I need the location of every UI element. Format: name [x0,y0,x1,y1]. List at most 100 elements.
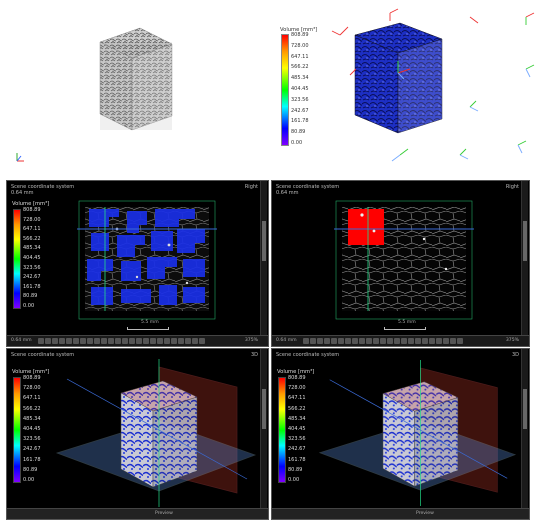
tool-icon[interactable] [490,518,496,519]
colorbar-ticks: 808.89 728.00 647.11 566.22 485.34 404.4… [288,375,306,483]
tool-icon[interactable] [164,338,170,344]
tool-icon[interactable] [185,338,191,344]
tool-icon[interactable] [415,338,421,344]
tool-icon[interactable] [401,338,407,344]
viewer-panel-3d-right[interactable]: Scene coordinate system 3D Volume [mm³] … [271,348,530,520]
tool-icon[interactable] [380,338,386,344]
scrollbar-thumb[interactable] [523,221,527,261]
top-colorbar [281,34,289,146]
tool-icon[interactable] [450,338,456,344]
tool-icon[interactable] [38,338,44,344]
tool-icon[interactable] [422,338,428,344]
3d-cube-view[interactable] [310,359,522,507]
preview-label: Preview [155,511,173,516]
tool-icon[interactable] [429,338,435,344]
scale-bar [384,327,426,330]
viewer-panel-3d-left[interactable]: Scene coordinate system 3D Volume [mm³] … [6,348,269,520]
tool-icon[interactable] [243,518,249,519]
tool-icon[interactable] [324,338,330,344]
viewer-panel-slice-volume[interactable]: Scene coordinate system 0.64 mm Right Vo… [6,180,269,347]
tool-icon[interactable] [45,338,51,344]
zoom-level: 375% [505,338,519,343]
slice-view-blue[interactable] [77,199,217,324]
slice-view-gray[interactable] [334,199,474,324]
tool-icon[interactable] [115,338,121,344]
tool-icon[interactable] [201,518,207,519]
scrollbar-thumb[interactable] [262,221,266,261]
tool-icon[interactable] [394,338,400,344]
tool-icon[interactable] [171,338,177,344]
tool-icon[interactable] [483,518,489,519]
view-label: 3D [250,352,258,358]
tick: 0.00 [23,302,35,309]
tool-icon[interactable] [352,338,358,344]
tool-icon[interactable] [310,338,316,344]
tool-icon[interactable] [59,338,65,344]
tool-icon[interactable] [338,338,344,344]
tool-icon[interactable] [194,518,200,519]
tick: 0.00 [291,139,303,146]
tool-icon[interactable] [345,338,351,344]
tool-icon[interactable] [215,518,221,519]
vertical-scrollbar[interactable] [260,349,267,519]
tool-icon[interactable] [108,338,114,344]
tool-icon[interactable] [180,518,186,519]
vertical-scrollbar[interactable] [260,181,267,346]
tool-icon[interactable] [199,338,205,344]
vertical-scrollbar[interactable] [521,349,528,519]
tool-icon[interactable] [441,518,447,519]
tool-icon[interactable] [462,518,468,519]
tool-icon[interactable] [208,518,214,519]
tool-icon[interactable] [497,518,503,519]
tool-icon[interactable] [178,338,184,344]
tool-icon[interactable] [52,338,58,344]
tool-icon[interactable] [455,518,461,519]
tool-icon[interactable] [331,338,337,344]
tool-icon[interactable] [387,338,393,344]
tool-icon[interactable] [66,338,72,344]
tool-icon[interactable] [236,518,242,519]
tool-icon[interactable] [101,338,107,344]
zoom-level: 375% [244,338,258,343]
tool-icon[interactable] [443,338,449,344]
tool-icon[interactable] [73,338,79,344]
tick: 647.11 [23,395,41,402]
tool-icon[interactable] [192,338,198,344]
tool-icon[interactable] [80,338,86,344]
tick: 80.89 [23,466,38,473]
selected-region[interactable] [348,209,384,245]
vertical-scrollbar[interactable] [521,181,528,346]
tool-icon[interactable] [448,518,454,519]
tool-icon[interactable] [408,338,414,344]
tool-icon[interactable] [143,338,149,344]
tool-icon[interactable] [94,338,100,344]
scrollbar-thumb[interactable] [262,389,266,429]
tool-icon[interactable] [373,338,379,344]
tool-icon[interactable] [136,338,142,344]
viewer-panel-slice-selection[interactable]: Scene coordinate system 0.64 mm Right 5.… [271,180,530,347]
tool-icon[interactable] [359,338,365,344]
tool-icon[interactable] [504,518,510,519]
tool-icon[interactable] [222,518,228,519]
tool-icon[interactable] [436,338,442,344]
tick: 0.00 [288,476,300,483]
scrollbar-thumb[interactable] [523,389,527,429]
scale-bar-label: 5.5 mm [398,320,416,325]
tool-icon[interactable] [476,518,482,519]
tool-icon[interactable] [469,518,475,519]
tool-icon[interactable] [457,338,463,344]
3d-cube-view[interactable] [47,359,262,507]
tick: 647.11 [288,395,306,402]
tool-icon[interactable] [150,338,156,344]
tool-icon[interactable] [366,338,372,344]
tool-icon[interactable] [303,338,309,344]
view-label: Right [244,184,258,190]
tool-icon[interactable] [129,338,135,344]
tool-icon[interactable] [87,338,93,344]
tool-icon[interactable] [122,338,128,344]
tool-icon[interactable] [317,338,323,344]
tool-icon[interactable] [187,518,193,519]
colorbar-title: Volume [mm³] [277,369,315,375]
tool-icon[interactable] [157,338,163,344]
tool-icon[interactable] [229,518,235,519]
